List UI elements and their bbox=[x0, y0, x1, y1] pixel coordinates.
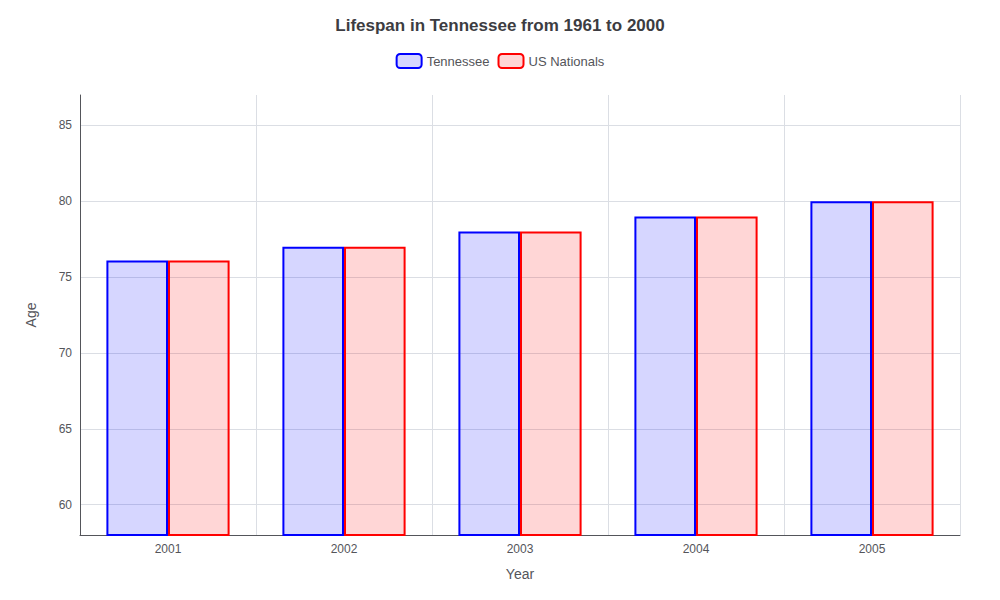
svg-text:Lifespan in Tennessee from 196: Lifespan in Tennessee from 1961 to 2000 bbox=[335, 16, 664, 35]
svg-text:85: 85 bbox=[59, 118, 73, 132]
svg-text:75: 75 bbox=[59, 270, 73, 284]
svg-text:US Nationals: US Nationals bbox=[529, 54, 605, 69]
svg-text:Age: Age bbox=[23, 302, 39, 327]
svg-text:Year: Year bbox=[506, 566, 535, 582]
svg-text:80: 80 bbox=[59, 194, 73, 208]
svg-text:2005: 2005 bbox=[859, 542, 886, 556]
svg-text:Tennessee: Tennessee bbox=[427, 54, 490, 69]
svg-text:60: 60 bbox=[59, 498, 73, 512]
svg-text:65: 65 bbox=[59, 422, 73, 436]
svg-text:2004: 2004 bbox=[683, 542, 710, 556]
svg-text:2001: 2001 bbox=[155, 542, 182, 556]
svg-text:2002: 2002 bbox=[331, 542, 358, 556]
svg-text:2003: 2003 bbox=[507, 542, 534, 556]
svg-text:70: 70 bbox=[59, 346, 73, 360]
